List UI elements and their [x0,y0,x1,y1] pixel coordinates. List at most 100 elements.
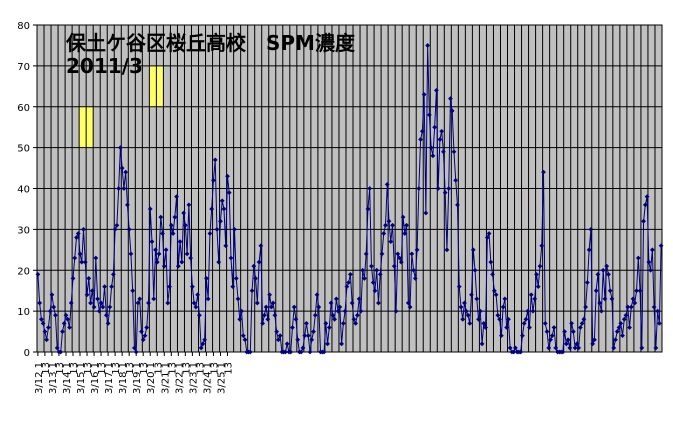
data-point [390,222,395,228]
data-point [337,304,343,310]
data-point [397,255,402,261]
data-point [321,349,327,355]
data-point [504,325,510,330]
data-point [58,349,64,355]
x-tick-label: 3/15 1 [76,362,87,394]
data-point [469,292,474,298]
data-point [84,292,90,298]
data-point [351,316,357,322]
data-point [235,296,241,302]
y-tick-label: 50 [17,144,30,155]
data-point [116,186,122,191]
data-point [528,292,534,298]
data-point [95,296,100,302]
data-point [639,345,645,351]
data-point [592,337,597,343]
data-point [174,194,179,200]
data-point [353,320,359,326]
chart-title-line1: 保土ケ谷区桜丘高校 SPM濃度 [65,31,356,55]
data-point [316,304,322,310]
data-point [196,312,202,318]
data-point [242,337,248,343]
data-point [91,304,97,310]
data-point [65,316,71,322]
data-point [511,349,517,355]
data-point [453,177,459,183]
data-point [391,263,397,269]
x-tick-label: 3/20 1 [146,362,157,394]
data-point [583,304,589,310]
data-point [426,112,432,118]
data-point [620,333,625,339]
data-point [409,251,415,257]
data-point [486,231,492,236]
data-point [507,345,513,351]
x-tick-label: 13 [181,362,192,375]
data-point [642,202,648,208]
data-point [476,316,481,322]
data-point [521,320,527,326]
data-point [434,88,439,93]
data-point [358,308,364,314]
data-point [267,292,273,298]
data-point [40,320,46,326]
data-point [214,226,220,232]
data-point [553,345,559,351]
data-point [525,308,531,314]
data-point [456,284,462,289]
data-point [133,349,139,355]
data-point [372,288,378,294]
data-point [398,259,404,265]
data-point [576,345,582,351]
data-point [198,345,204,351]
data-point [309,337,315,343]
x-tick-label: 13 [223,362,234,375]
data-point [165,300,171,306]
data-point [77,251,83,257]
data-point [367,186,373,191]
data-point [212,157,218,163]
data-point [193,304,199,310]
data-point [542,320,548,326]
data-point [444,247,450,253]
data-point [205,296,211,302]
data-point [311,329,316,334]
data-point [223,243,229,249]
data-point [483,325,488,330]
data-point [126,226,132,232]
data-point [114,222,120,228]
data-point [72,255,78,261]
data-point [360,267,366,273]
data-point [614,329,620,334]
data-point [520,333,525,339]
data-point [362,276,367,281]
data-point [275,337,281,343]
data-point [293,316,299,322]
data-point [112,226,118,232]
data-point [182,222,188,228]
data-point [477,308,483,314]
data-point [160,231,165,236]
data-point [339,341,344,347]
data-point [226,190,232,195]
data-point [144,325,150,330]
data-point [44,337,50,343]
chart-title-line2: 2011/3 [66,54,143,78]
data-point [562,329,567,334]
data-point [632,300,638,306]
data-point [363,251,369,257]
x-tick-label: 13 [41,362,52,375]
data-point [175,263,181,269]
data-point [467,320,473,326]
data-point [549,333,555,339]
data-point [513,345,518,351]
data-point [498,333,504,339]
data-point [627,325,632,330]
data-point [563,341,569,347]
data-point [474,296,480,302]
data-point [323,320,329,326]
data-point [425,43,431,48]
data-point [658,243,664,249]
data-point [560,349,566,355]
